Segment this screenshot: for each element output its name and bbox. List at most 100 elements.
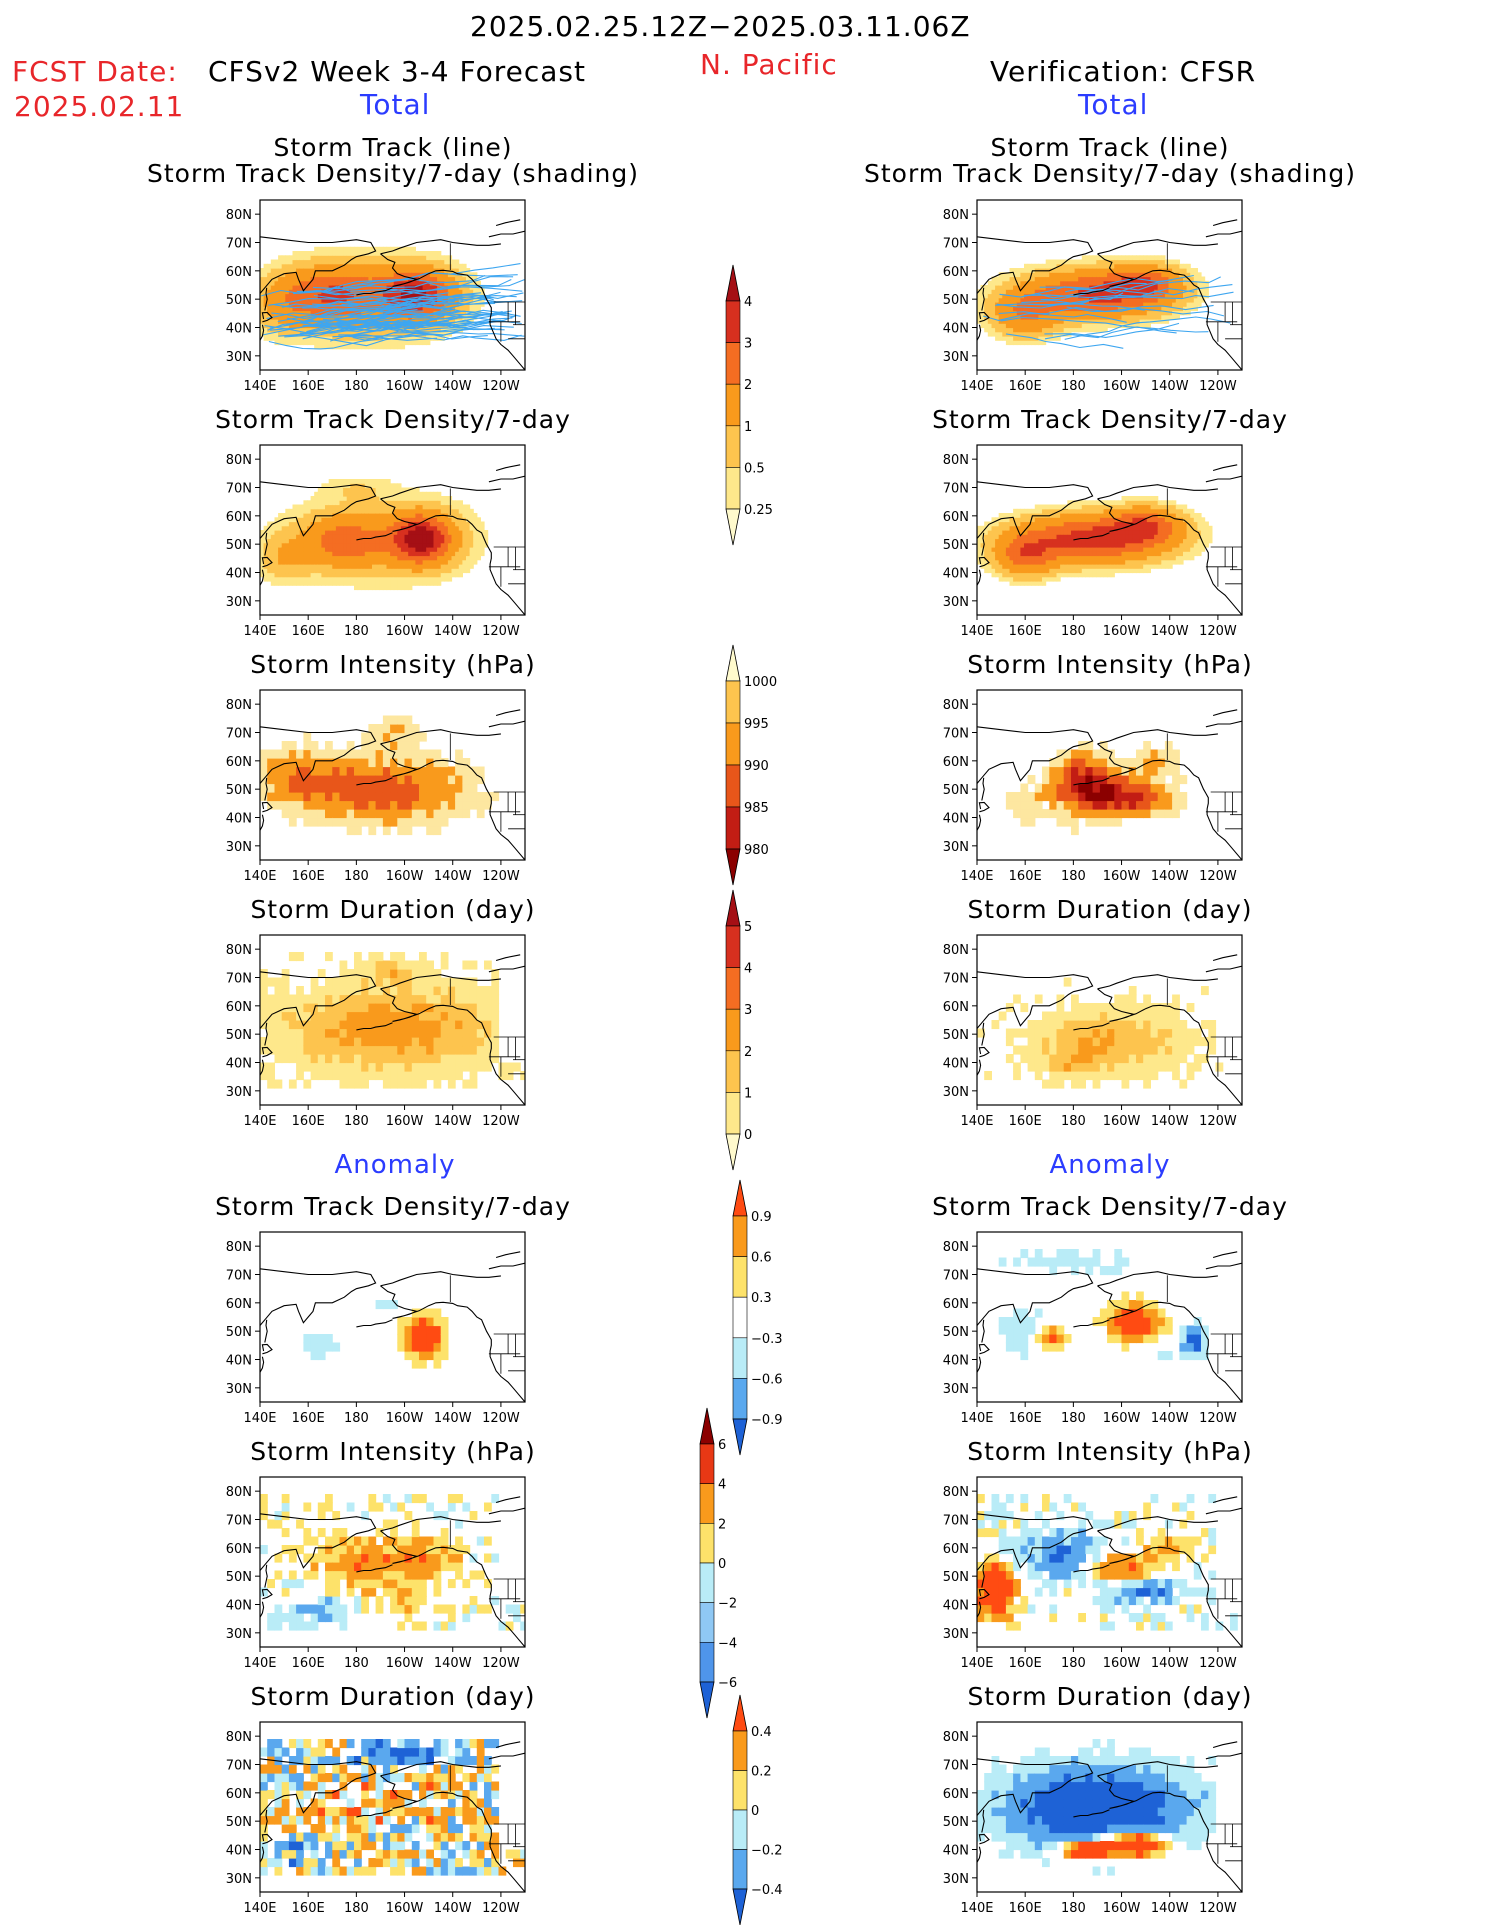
field-cell bbox=[281, 340, 286, 346]
field-cell bbox=[375, 487, 380, 493]
field-cell bbox=[364, 331, 369, 337]
field-cell bbox=[1038, 263, 1043, 269]
field-cell bbox=[390, 344, 395, 350]
field-cell bbox=[307, 306, 312, 312]
field-cell bbox=[288, 559, 294, 565]
field-cell bbox=[1146, 289, 1151, 295]
field-cell bbox=[386, 251, 391, 256]
field-cell bbox=[260, 285, 265, 290]
field-cell bbox=[1175, 289, 1180, 295]
field-cell bbox=[1005, 568, 1011, 574]
field-cell bbox=[419, 530, 424, 535]
field-cell bbox=[285, 572, 290, 578]
field-cell bbox=[270, 572, 275, 578]
field-cell bbox=[1045, 542, 1050, 548]
field-cell bbox=[422, 513, 427, 518]
field-cell bbox=[1034, 564, 1039, 569]
field-cell bbox=[1002, 285, 1007, 290]
field-cell bbox=[1146, 555, 1151, 561]
field-cell bbox=[458, 559, 463, 565]
field-cell bbox=[984, 538, 989, 544]
field-cell bbox=[382, 251, 388, 256]
field-cell bbox=[1121, 568, 1126, 574]
field-cell bbox=[1157, 310, 1162, 316]
field-cell bbox=[379, 517, 384, 523]
field-cell bbox=[354, 576, 359, 582]
field-cell bbox=[400, 559, 406, 565]
field-cell bbox=[451, 551, 456, 557]
field-cell bbox=[433, 259, 438, 265]
field-cell bbox=[1150, 555, 1155, 561]
field-cell bbox=[321, 542, 326, 548]
field-cell bbox=[281, 555, 286, 561]
field-cell bbox=[437, 555, 442, 561]
field-cell bbox=[473, 530, 478, 535]
field-cell bbox=[1186, 513, 1191, 518]
field-cell bbox=[339, 817, 348, 827]
field-cell bbox=[404, 521, 409, 527]
field-cell bbox=[335, 547, 341, 552]
field-cell bbox=[1132, 314, 1137, 320]
field-cell bbox=[317, 792, 326, 802]
storm-track-line bbox=[1005, 333, 1124, 349]
lat-tick-label: 60N bbox=[943, 265, 969, 280]
field-cell bbox=[1045, 319, 1050, 324]
field-cell bbox=[1099, 517, 1105, 523]
field-cell bbox=[1154, 530, 1159, 535]
field-cell bbox=[267, 285, 272, 290]
field-cell bbox=[1103, 263, 1108, 269]
field-cell bbox=[354, 255, 359, 261]
field-cell bbox=[299, 255, 304, 261]
field-cell bbox=[288, 297, 294, 303]
field-cell bbox=[469, 542, 474, 548]
field-cell bbox=[346, 246, 351, 252]
field-cell bbox=[991, 525, 996, 531]
field-cell bbox=[462, 513, 467, 518]
field-cell bbox=[1168, 538, 1173, 544]
field-cell bbox=[1157, 500, 1162, 506]
field-cell bbox=[382, 555, 388, 561]
field-cell bbox=[408, 525, 413, 531]
field-cell bbox=[458, 572, 463, 578]
field-cell bbox=[1081, 285, 1086, 290]
field-cell bbox=[296, 336, 301, 341]
field-cell bbox=[408, 272, 413, 278]
field-cell bbox=[332, 783, 341, 793]
field-cell bbox=[288, 809, 297, 819]
panel-r1-title1: Storm Track (line) bbox=[990, 133, 1230, 162]
field-cell bbox=[991, 276, 996, 282]
field-cell bbox=[1146, 559, 1151, 565]
field-cell bbox=[1150, 538, 1155, 544]
field-cell bbox=[980, 323, 985, 329]
field-cell bbox=[440, 576, 445, 582]
field-cell bbox=[1164, 319, 1170, 324]
field-cell bbox=[1045, 564, 1050, 569]
field-cell bbox=[1081, 323, 1086, 329]
field-cell bbox=[1027, 289, 1032, 295]
field-cell bbox=[267, 289, 272, 295]
field-cell bbox=[1161, 306, 1166, 312]
field-cell bbox=[296, 792, 304, 802]
field-cell bbox=[1132, 547, 1137, 552]
field-cell bbox=[1175, 302, 1180, 307]
field-cell bbox=[1197, 272, 1202, 278]
field-cell bbox=[292, 331, 297, 337]
field-cell bbox=[1042, 310, 1047, 316]
field-cell bbox=[332, 327, 337, 333]
field-cell bbox=[1009, 581, 1014, 586]
field-cell bbox=[1136, 551, 1141, 557]
field-cell bbox=[1099, 530, 1105, 535]
field-cell bbox=[1201, 289, 1206, 295]
field-cell bbox=[1034, 508, 1039, 514]
field-cell bbox=[437, 551, 442, 557]
field-cell bbox=[1052, 517, 1058, 523]
field-cell bbox=[1027, 323, 1032, 329]
field-cell bbox=[1157, 285, 1162, 290]
field-cell bbox=[400, 530, 406, 535]
field-cell bbox=[393, 585, 398, 591]
field-cell bbox=[458, 280, 463, 286]
field-cell bbox=[1060, 530, 1065, 535]
field-cell bbox=[1193, 280, 1198, 286]
field-cell bbox=[339, 564, 344, 569]
field-cell bbox=[390, 559, 395, 565]
